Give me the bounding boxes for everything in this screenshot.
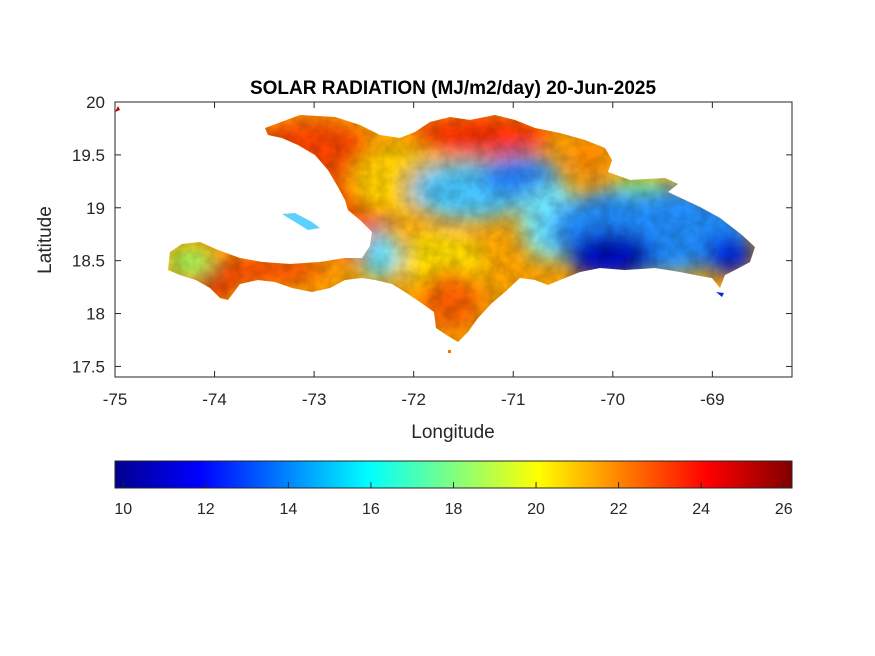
x-tick-label: -74	[202, 390, 227, 409]
x-tick-label: -75	[103, 390, 128, 409]
y-tick-label: 20	[86, 93, 105, 112]
colorbar-tick-label: 16	[362, 501, 380, 518]
colorbar-tick-label: 20	[527, 501, 545, 518]
colorbar-tick-label: 24	[692, 501, 710, 518]
x-tick-label: -73	[302, 390, 327, 409]
colorbar-tick-label: 12	[197, 501, 215, 518]
colorbar-tick-label: 18	[445, 501, 463, 518]
gonave-island	[115, 106, 120, 112]
tortuga-island	[282, 213, 320, 230]
x-axis-label: Longitude	[411, 422, 494, 443]
y-axis-label: Latitude	[35, 206, 56, 274]
colorbar-tick-label: 10	[114, 501, 132, 518]
colorbar-tick-label: 14	[279, 501, 297, 518]
beata-island	[448, 350, 451, 353]
y-tick-label: 17.5	[72, 357, 105, 376]
y-axis: 20 19.5 19 18.5 18 17.5	[72, 93, 792, 376]
chart-title: SOLAR RADIATION (MJ/m2/day) 20-Jun-2025	[250, 78, 657, 99]
colorbar-tick-label: 22	[610, 501, 628, 518]
y-tick-label: 18.5	[72, 252, 105, 271]
colorbar-tick-label: 26	[775, 501, 793, 518]
y-tick-label: 19.5	[72, 146, 105, 165]
x-tick-label: -69	[700, 390, 725, 409]
y-tick-label: 19	[86, 199, 105, 218]
saona-island	[716, 292, 724, 297]
x-axis: -75 -74 -73 -72 -71 -70 -69	[103, 102, 725, 409]
x-tick-label: -71	[501, 390, 526, 409]
x-tick-label: -70	[601, 390, 626, 409]
y-tick-label: 18	[86, 305, 105, 324]
x-tick-label: -72	[401, 390, 426, 409]
colorbar-ticks: 10 12 14 16 18 20 22 24 26	[114, 482, 793, 518]
